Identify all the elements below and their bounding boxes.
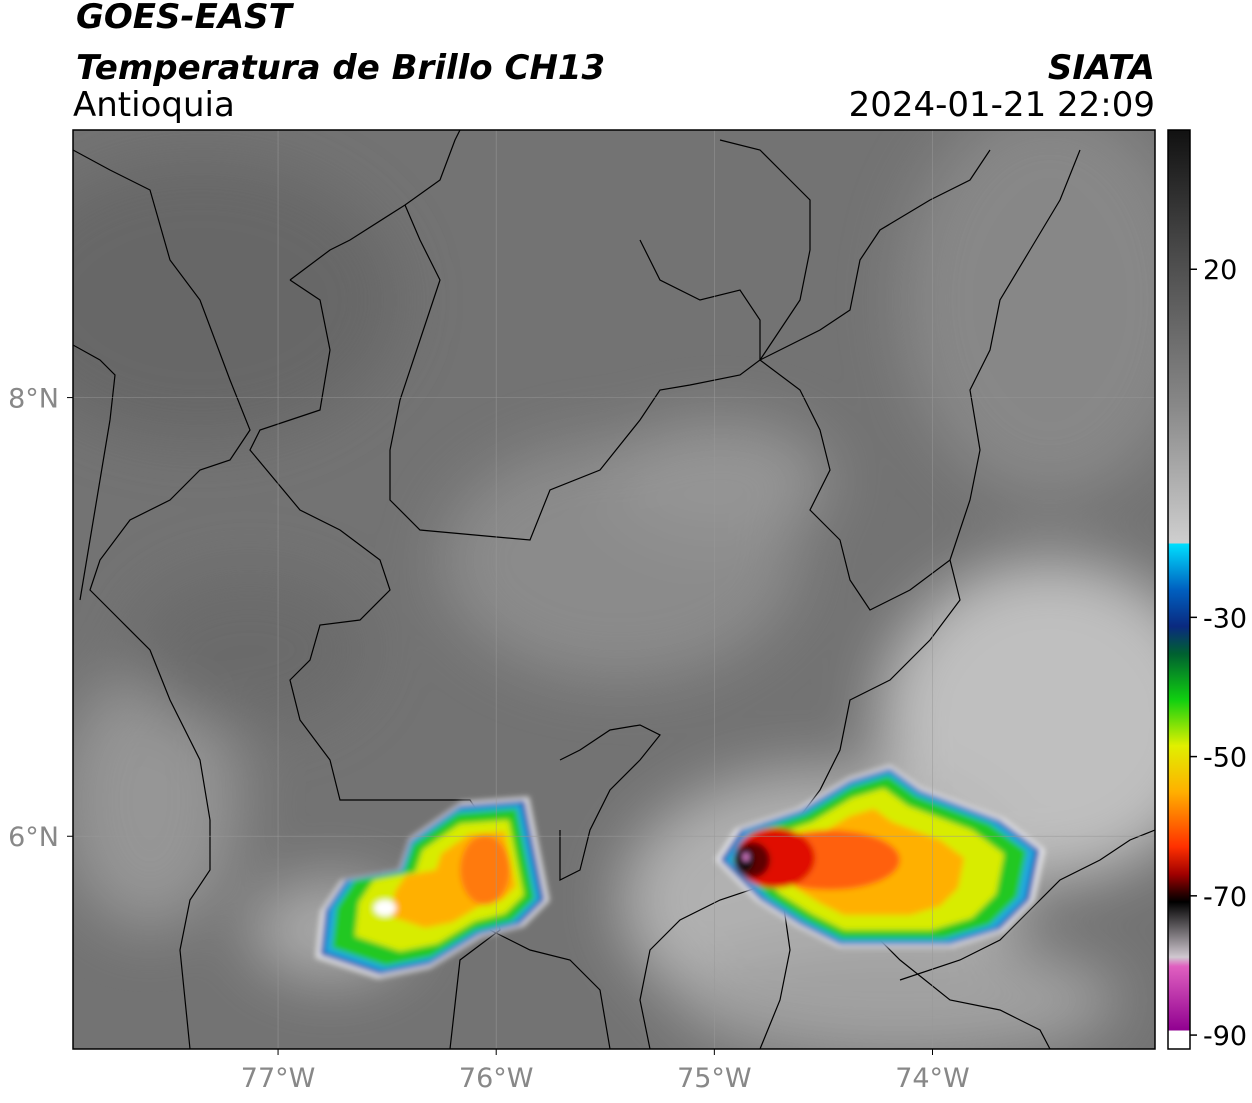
subtitle: Temperatura de Brillo CH13	[76, 48, 605, 88]
storm-cell-west	[315, 796, 550, 979]
colorbar	[1167, 129, 1191, 1050]
colorbar-tick-label: -30	[1203, 603, 1247, 634]
lon-tick-label: 74°W	[895, 1063, 970, 1094]
colorbar-tick-label: -50	[1203, 743, 1247, 774]
borders	[73, 130, 1155, 1049]
colorbar-tick-label: 20	[1203, 255, 1237, 286]
title: GOES-EAST	[76, 0, 295, 37]
lon-tick-label: 76°W	[459, 1063, 534, 1094]
colorbar-tick-label: -90	[1203, 1021, 1247, 1052]
graticule	[73, 130, 1155, 1049]
source: SIATA	[1048, 48, 1155, 88]
map-frame	[72, 129, 1156, 1050]
lat-tick-label: 6°N	[8, 822, 59, 853]
lat-tick-label: 8°N	[8, 384, 59, 415]
storm-cell-east	[715, 765, 1045, 948]
datetime: 2024-01-21 22:09	[849, 85, 1155, 125]
lon-tick-label: 77°W	[241, 1063, 316, 1094]
satellite-image	[73, 130, 1155, 1049]
colorbar-tick-label: -70	[1203, 882, 1247, 913]
lon-tick-label: 75°W	[677, 1063, 752, 1094]
region: Antioquia	[73, 85, 235, 125]
